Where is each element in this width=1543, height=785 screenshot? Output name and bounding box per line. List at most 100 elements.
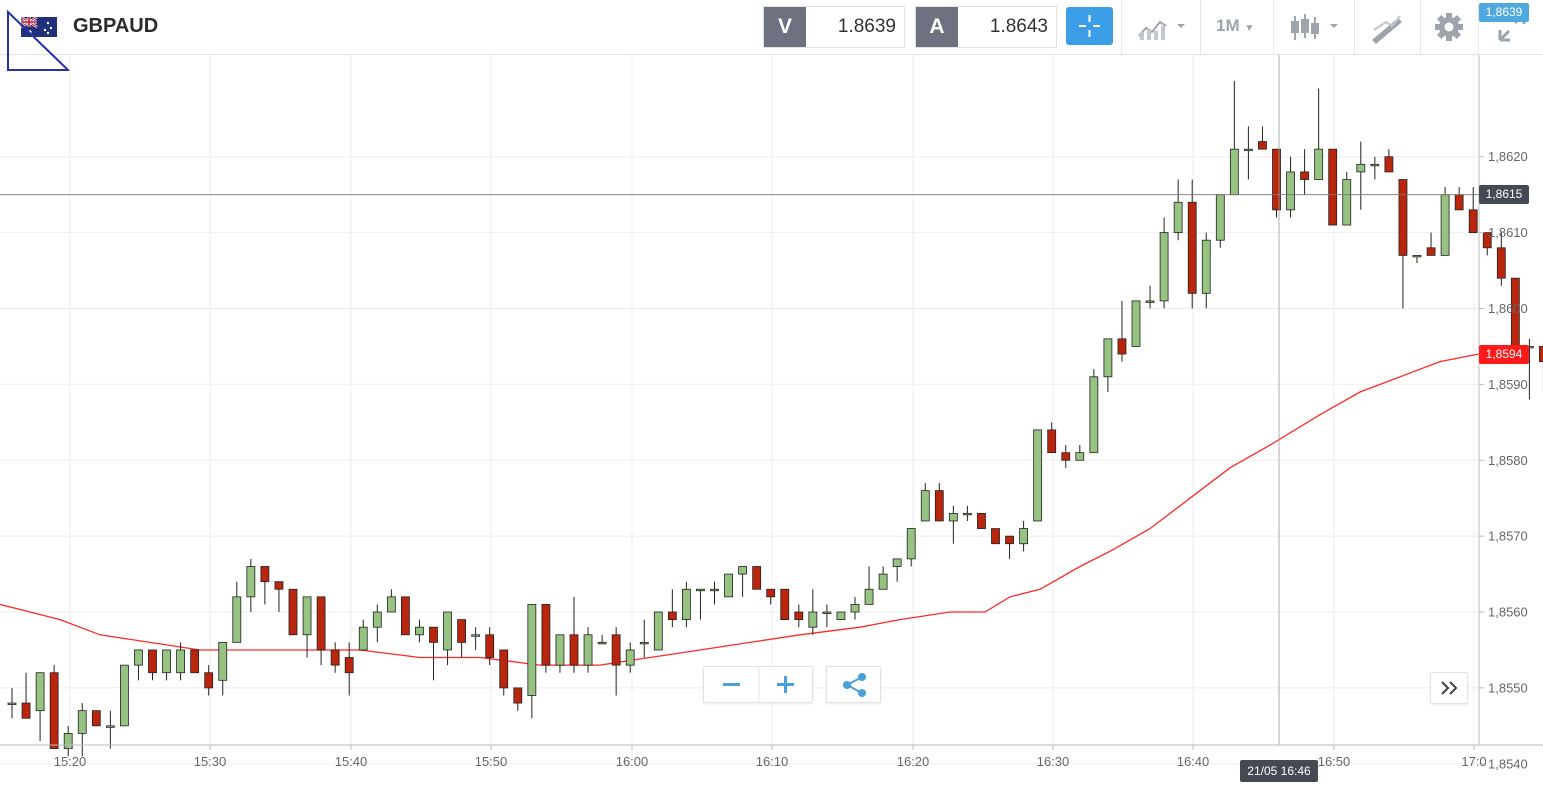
candle-body-up: [724, 573, 733, 598]
candle: [344, 642, 354, 696]
candle: [1047, 422, 1057, 454]
candle: [738, 566, 747, 597]
candle-body-down: [400, 596, 410, 636]
candle-body-up: [864, 588, 874, 605]
candle: [471, 627, 481, 650]
candle-body-down: [513, 687, 523, 704]
buy-tag: A: [916, 7, 958, 47]
candle-body-up: [63, 733, 73, 750]
candle-body-up: [583, 634, 593, 666]
scroll-right-button[interactable]: [1430, 672, 1468, 704]
candle-body-up: [682, 588, 691, 621]
zoom-in-icon[interactable]: [759, 667, 814, 702]
candle-body-up: [1356, 163, 1366, 173]
zoom-out-icon[interactable]: [704, 667, 759, 702]
candle-body-down: [1272, 148, 1281, 211]
candle: [1131, 300, 1141, 347]
share-icon: [843, 673, 866, 697]
symbol-label: GBPAUD: [73, 15, 159, 37]
candle-body-down: [330, 649, 340, 666]
candle: [1159, 217, 1169, 309]
ma-line: [0, 353, 1480, 666]
candle: [1314, 88, 1324, 180]
gear-icon[interactable]: [1431, 8, 1469, 46]
y-tick-label: 1,8540: [1488, 756, 1528, 771]
candle-body-down: [1496, 247, 1506, 279]
candle: [948, 505, 958, 544]
candle: [1482, 232, 1492, 256]
candle: [1187, 179, 1197, 309]
candle: [429, 626, 438, 681]
candle-body-down: [1117, 338, 1127, 355]
sell-price-button[interactable]: V 1.8639: [763, 6, 905, 48]
candle-body-down: [1426, 247, 1436, 256]
candle-body-down: [148, 649, 157, 674]
candle: [583, 627, 593, 673]
buy-price-button[interactable]: A 1.8643: [915, 6, 1057, 48]
candle: [569, 596, 579, 673]
candle-body-down: [780, 588, 790, 621]
chart-type-icon[interactable]: [1134, 8, 1194, 46]
candle-body-up: [302, 596, 312, 636]
candle: [218, 641, 228, 696]
candle-body-up: [415, 626, 424, 636]
candle: [991, 528, 1000, 545]
candles-icon[interactable]: [1286, 8, 1346, 46]
candle: [330, 642, 340, 673]
candle-body-down: [204, 672, 214, 689]
drawing-tools-icon[interactable]: [1368, 8, 1408, 46]
candle-body-down: [344, 657, 354, 674]
candle-body-up: [1019, 528, 1028, 545]
candle: [710, 581, 719, 605]
candle-body-up: [906, 528, 916, 560]
candle-body-up: [1145, 300, 1155, 303]
x-tick-label: 15:30: [194, 754, 227, 769]
candle: [696, 588, 705, 620]
candle-body-up: [1173, 201, 1183, 234]
candle: [752, 566, 762, 590]
candle-body-up: [1201, 239, 1211, 294]
candle: [1215, 194, 1225, 248]
candle: [1061, 445, 1071, 468]
candle-body-up: [625, 649, 635, 666]
candle: [1201, 232, 1211, 309]
candle: [1117, 300, 1127, 362]
x-tick-label: 16:20: [897, 754, 930, 769]
candle-body-up: [696, 588, 705, 592]
candle-body-down: [91, 710, 101, 727]
y-tick-label: 1,8570: [1488, 529, 1528, 544]
candle-body-up: [218, 641, 228, 681]
timeframe-selector[interactable]: 1M ▼: [1216, 16, 1255, 35]
share-button[interactable]: [826, 666, 881, 703]
candle-body-down: [766, 588, 776, 598]
candle: [1468, 187, 1478, 234]
candle-body-down: [1047, 429, 1057, 454]
y-tick-label: 1,8600: [1488, 301, 1528, 316]
crosshair-button[interactable]: [1066, 7, 1113, 45]
candle-body-up: [1440, 194, 1450, 256]
sell-price: 1.8639: [837, 16, 896, 37]
crosshair-time-label: 21/05 16:46: [1240, 760, 1318, 782]
candle-body-down: [1539, 346, 1543, 363]
y-tick-label: 1,8610: [1488, 225, 1528, 240]
x-tick-label: 15:40: [335, 754, 368, 769]
candle-body-down: [1300, 171, 1309, 180]
candle-body-down: [752, 566, 762, 590]
candle-body-down: [1482, 232, 1492, 249]
candle: [386, 589, 396, 613]
candle: [639, 619, 649, 658]
candle-body-up: [1103, 338, 1113, 378]
candle: [1412, 254, 1422, 263]
candle: [963, 505, 972, 521]
candle-body-up: [892, 558, 902, 567]
candle: [906, 528, 916, 567]
candle: [316, 596, 326, 666]
candle: [7, 687, 17, 719]
candle: [274, 581, 284, 613]
candle: [541, 604, 551, 673]
candle-body-down: [541, 604, 551, 666]
candle: [1426, 232, 1436, 256]
candle: [822, 604, 832, 628]
candles: [7, 80, 1543, 757]
candle: [1328, 148, 1338, 226]
